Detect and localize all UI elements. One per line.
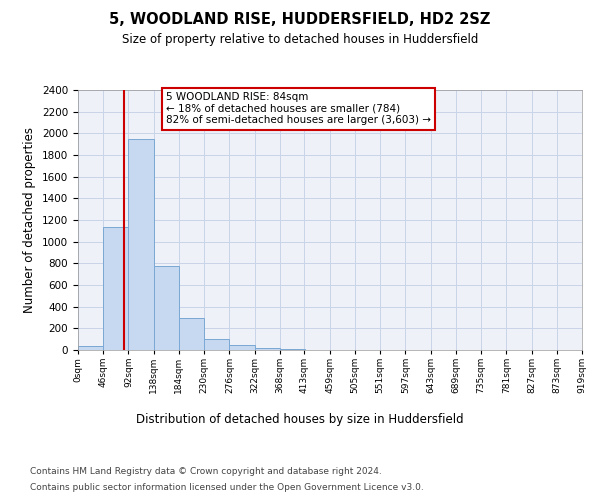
Text: 5 WOODLAND RISE: 84sqm
← 18% of detached houses are smaller (784)
82% of semi-de: 5 WOODLAND RISE: 84sqm ← 18% of detached… — [166, 92, 431, 126]
Bar — [78, 346, 103, 350]
Bar — [204, 339, 229, 350]
Bar — [179, 318, 204, 350]
Text: 5, WOODLAND RISE, HUDDERSFIELD, HD2 2SZ: 5, WOODLAND RISE, HUDDERSFIELD, HD2 2SZ — [109, 12, 491, 28]
Y-axis label: Number of detached properties: Number of detached properties — [23, 127, 37, 313]
Text: Contains public sector information licensed under the Open Government Licence v3: Contains public sector information licen… — [30, 482, 424, 492]
Bar — [229, 344, 254, 350]
Bar — [128, 138, 154, 350]
Text: Size of property relative to detached houses in Huddersfield: Size of property relative to detached ho… — [122, 32, 478, 46]
Text: Distribution of detached houses by size in Huddersfield: Distribution of detached houses by size … — [136, 412, 464, 426]
Bar — [154, 266, 179, 350]
Bar — [254, 348, 280, 350]
Text: Contains HM Land Registry data © Crown copyright and database right 2024.: Contains HM Land Registry data © Crown c… — [30, 468, 382, 476]
Bar — [103, 227, 128, 350]
